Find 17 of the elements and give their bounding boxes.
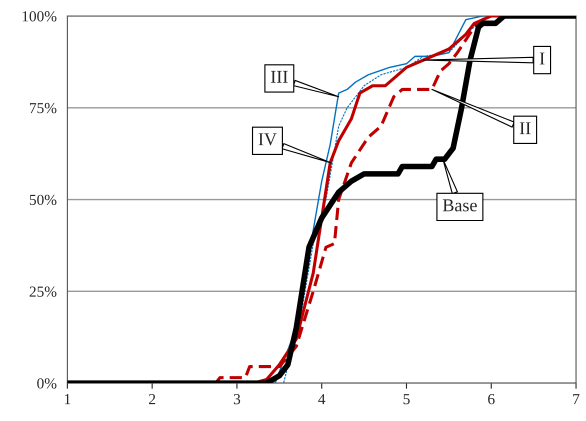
y-tick-label: 75% — [30, 102, 56, 114]
y-tick-label: 50% — [30, 194, 56, 206]
annotation: III — [270, 70, 288, 83]
annotation: I — [540, 52, 544, 64]
y-tick-label: 25% — [30, 286, 56, 297]
y-tick-label: 0% — [37, 378, 56, 389]
annotation: II — [520, 122, 531, 134]
x-tick-label: 5 — [404, 394, 410, 404]
x-tick-label: 4 — [318, 394, 326, 404]
x-tick-label: 7 — [573, 394, 580, 404]
annotation: IV — [258, 133, 277, 146]
x-tick-label: 3 — [234, 394, 240, 404]
y-tick-label: 100% — [22, 11, 56, 22]
x-tick-label: 6 — [488, 394, 495, 404]
annotation: Base — [442, 199, 477, 212]
x-tick-label: 2 — [149, 394, 156, 404]
x-tick-label: 1 — [64, 394, 70, 404]
